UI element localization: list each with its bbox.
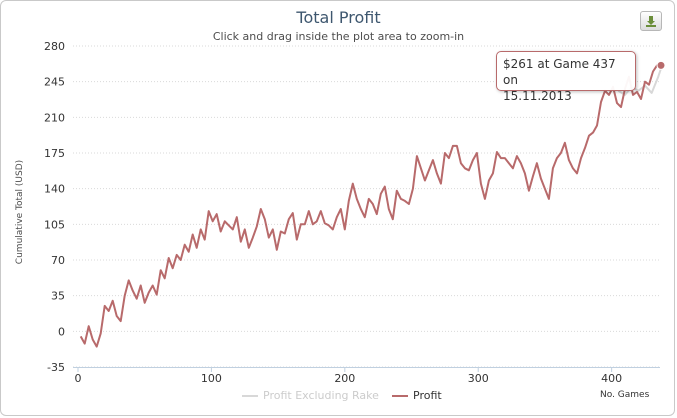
y-tick-label: 35 [51, 290, 65, 303]
series-line-profit-excluding-rake [617, 68, 662, 96]
legend-swatch [242, 395, 258, 397]
y-tick-label: 140 [44, 183, 65, 196]
y-tick-label: 280 [44, 40, 65, 53]
y-tick-label: 175 [44, 147, 65, 160]
download-icon [646, 16, 656, 27]
x-tick-label: 400 [601, 372, 622, 385]
legend-label: Profit Excluding Rake [263, 389, 379, 402]
y-tick-label: 105 [44, 218, 65, 231]
y-tick-label: 245 [44, 76, 65, 89]
legend-item-profit-excluding-rake[interactable]: Profit Excluding Rake [242, 389, 379, 402]
tooltip: $261 at Game 437 on 15.11.2013 [496, 51, 636, 103]
legend-swatch [392, 395, 408, 397]
chart-title: Total Profit [296, 8, 381, 27]
tooltip-line-2: 15.11.2013 [503, 89, 572, 103]
export-button[interactable] [640, 11, 662, 31]
chart-subtitle: Click and drag inside the plot area to z… [212, 30, 465, 43]
y-tick-label: 70 [51, 254, 65, 267]
series-line-profit [79, 64, 661, 348]
y-tick-label: 210 [44, 111, 65, 124]
x-tick-label: 300 [468, 372, 489, 385]
legend-item-profit[interactable]: Profit [392, 389, 442, 402]
tooltip-line-1: $261 at Game 437 on [503, 57, 616, 87]
x-tick-label: 100 [201, 372, 222, 385]
highlight-point [656, 60, 666, 70]
x-tick-label: 0 [75, 372, 82, 385]
y-tick-label: -35 [47, 361, 65, 374]
x-tick-label: 200 [334, 372, 355, 385]
legend-label: Profit [413, 389, 442, 402]
y-tick-label: 0 [58, 325, 65, 338]
x-axis-label: No. Games [600, 390, 650, 400]
